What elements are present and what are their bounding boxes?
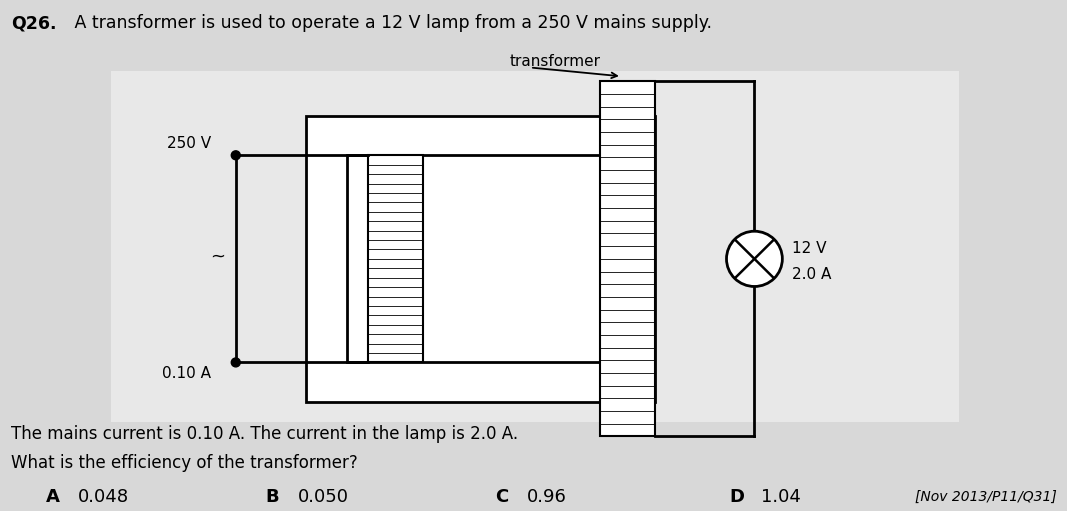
Text: C: C xyxy=(495,487,508,506)
Text: 0.96: 0.96 xyxy=(527,487,567,506)
Text: 250 V: 250 V xyxy=(166,136,211,151)
Text: 0.10 A: 0.10 A xyxy=(162,366,211,381)
Text: 0.048: 0.048 xyxy=(78,487,129,506)
Bar xyxy=(305,116,655,402)
Bar xyxy=(348,155,612,362)
Circle shape xyxy=(727,231,782,287)
Bar xyxy=(111,72,959,422)
Text: D: D xyxy=(730,487,745,506)
Text: B: B xyxy=(266,487,280,506)
Text: What is the efficiency of the transformer?: What is the efficiency of the transforme… xyxy=(12,454,359,472)
Text: [Nov 2013/P11/Q31]: [Nov 2013/P11/Q31] xyxy=(914,490,1056,503)
Text: ~: ~ xyxy=(210,248,225,266)
Circle shape xyxy=(232,151,240,160)
Text: 0.050: 0.050 xyxy=(298,487,349,506)
Text: 12 V: 12 V xyxy=(793,242,827,257)
Bar xyxy=(600,81,655,436)
Text: Q26.: Q26. xyxy=(12,14,57,32)
Text: 1.04: 1.04 xyxy=(762,487,801,506)
Text: A transformer is used to operate a 12 V lamp from a 250 V mains supply.: A transformer is used to operate a 12 V … xyxy=(69,14,712,32)
Text: The mains current is 0.10 A. The current in the lamp is 2.0 A.: The mains current is 0.10 A. The current… xyxy=(12,425,519,443)
Text: 2.0 A: 2.0 A xyxy=(793,267,831,282)
Text: A: A xyxy=(46,487,60,506)
Text: transformer: transformer xyxy=(509,55,601,69)
Circle shape xyxy=(232,358,240,367)
Bar xyxy=(368,155,424,362)
